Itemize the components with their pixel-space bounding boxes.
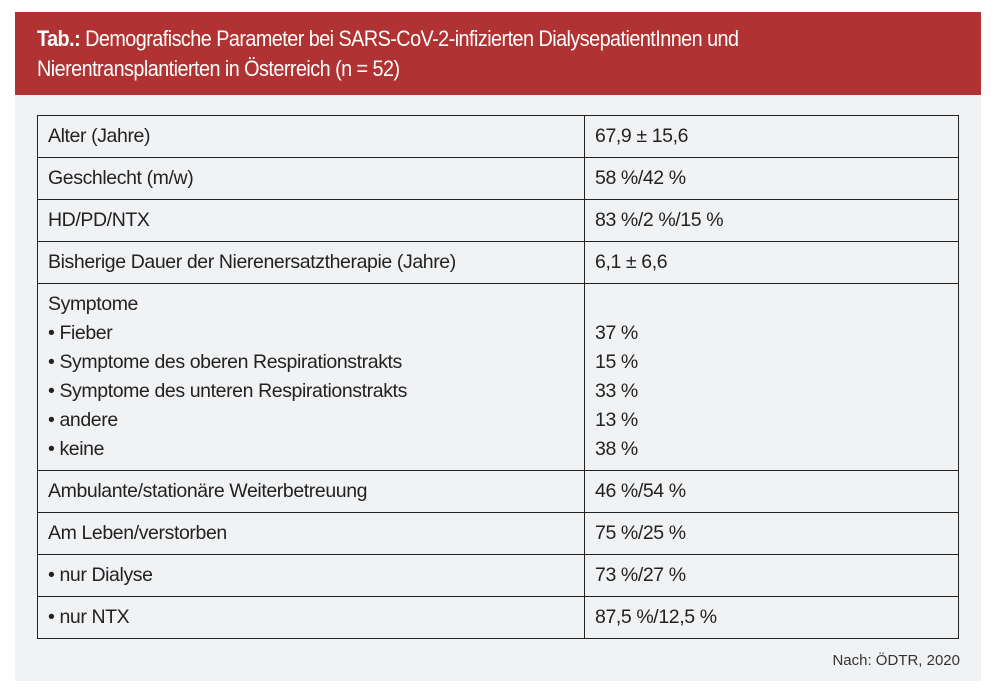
param-cell: Symptome • Fieber • Symptome des oberen … (37, 283, 585, 471)
symptom-item: • Fieber (48, 322, 113, 344)
table-row: HD/PD/NTX 83 %/2 %/15 % (37, 199, 959, 242)
table-panel: Tab.: Demografische Parameter bei SARS-C… (15, 12, 981, 681)
parameter-table: Alter (Jahre) 67,9 ± 15,6 Geschlecht (m/w… (37, 115, 959, 639)
param-cell: Geschlecht (m/w) (37, 157, 585, 200)
title-line-2: Nierentransplantierten in Österreich (n … (37, 56, 400, 81)
table-row: • nur Dialyse 73 %/27 % (37, 554, 959, 597)
value-cell: 75 %/25 % (584, 512, 959, 555)
table-row: Bisherige Dauer der Nierenersatztherapie… (37, 241, 959, 284)
param-cell: Am Leben/verstorben (37, 512, 585, 555)
value-cell: 37 % 15 % 33 % 13 % 38 % (584, 283, 959, 471)
param-cell: • nur NTX (37, 596, 585, 639)
table-row: • nur NTX 87,5 %/12,5 % (37, 596, 959, 639)
param-cell: Alter (Jahre) (37, 115, 585, 158)
symptom-value: 13 % (595, 409, 638, 431)
symptom-value: 15 % (595, 351, 638, 373)
value-cell: 73 %/27 % (584, 554, 959, 597)
value-cell: 67,9 ± 15,6 (584, 115, 959, 158)
source-note: Nach: ÖDTR, 2020 (832, 652, 960, 669)
value-cell: 6,1 ± 6,6 (584, 241, 959, 284)
value-cell: 58 %/42 % (584, 157, 959, 200)
table-header: Tab.: Demografische Parameter bei SARS-C… (15, 12, 981, 95)
table-row: Ambulante/stationäre Weiterbetreuung 46 %… (37, 470, 959, 513)
table-row: Alter (Jahre) 67,9 ± 15,6 (37, 115, 959, 158)
symptom-item: • Symptome des unteren Respirationstrakt… (48, 380, 407, 402)
symptom-value: 38 % (595, 438, 638, 460)
param-cell: Ambulante/stationäre Weiterbetreuung (37, 470, 585, 513)
table-row: Geschlecht (m/w) 58 %/42 % (37, 157, 959, 200)
title-line-1: Demografische Parameter bei SARS-CoV-2-i… (85, 26, 739, 51)
table-label: Tab.: (37, 26, 81, 51)
table-row: Am Leben/verstorben 75 %/25 % (37, 512, 959, 555)
value-cell: 46 %/54 % (584, 470, 959, 513)
table-row-symptoms: Symptome • Fieber • Symptome des oberen … (37, 283, 959, 471)
symptom-item: • andere (48, 409, 118, 431)
value-cell: 87,5 %/12,5 % (584, 596, 959, 639)
value-cell: 83 %/2 %/15 % (584, 199, 959, 242)
symptom-value: 37 % (595, 322, 638, 344)
symptoms-label: Symptome (48, 293, 138, 315)
table-title: Tab.: Demografische Parameter bei SARS-C… (37, 24, 937, 84)
param-cell: • nur Dialyse (37, 554, 585, 597)
symptom-item: • keine (48, 438, 105, 460)
symptom-item: • Symptome des oberen Respirationstrakts (48, 351, 402, 373)
param-cell: HD/PD/NTX (37, 199, 585, 242)
param-cell: Bisherige Dauer der Nierenersatztherapie… (37, 241, 585, 284)
symptom-value: 33 % (595, 380, 638, 402)
